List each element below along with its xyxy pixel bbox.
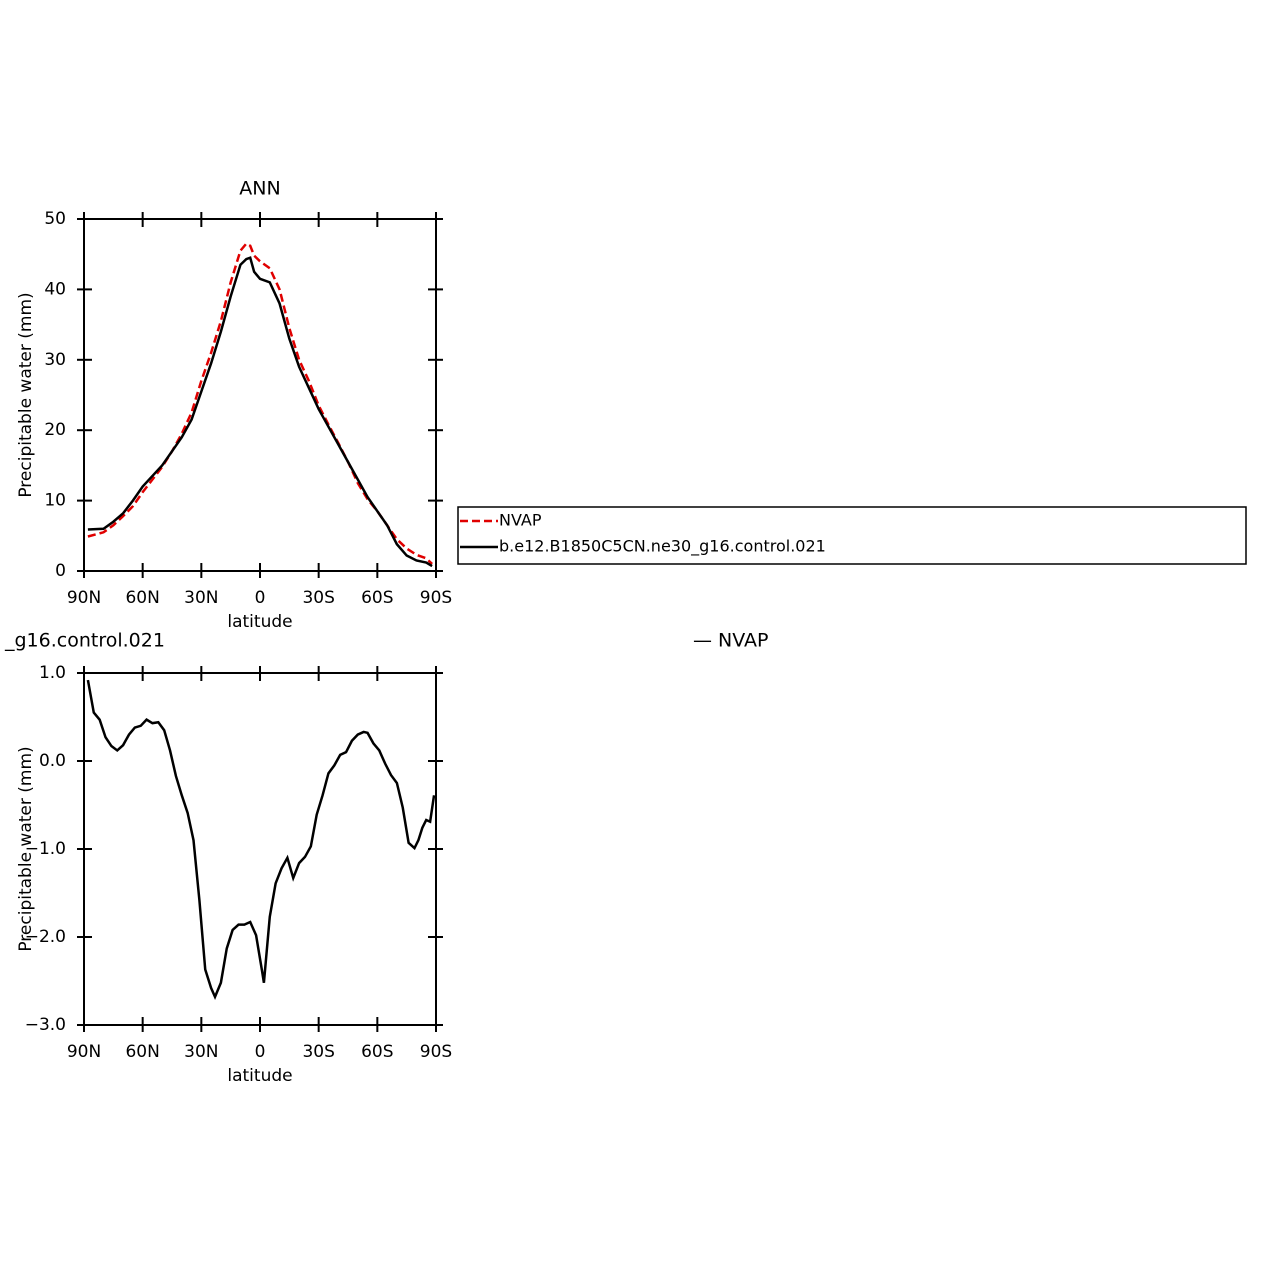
chart-title: _g16.control.021 bbox=[4, 630, 165, 652]
x-axis-label: latitude bbox=[227, 1066, 292, 1086]
data-line bbox=[86, 679, 436, 1001]
x-tick-label: 0 bbox=[255, 588, 266, 608]
y-tick-label: 1.0 bbox=[39, 663, 66, 683]
x-tick-label: 90N bbox=[67, 1042, 101, 1062]
x-tick-label: 30N bbox=[184, 1042, 218, 1062]
x-tick-label: 0 bbox=[255, 1042, 266, 1062]
y-axis-label: Precipitable water (mm) bbox=[16, 746, 36, 951]
y-axis-label: Precipitable water (mm) bbox=[16, 292, 36, 497]
y-tick-label: −1.0 bbox=[25, 839, 66, 859]
series-line bbox=[87, 256, 433, 568]
series-line bbox=[87, 242, 433, 565]
chart-title: ANN bbox=[239, 178, 280, 200]
y-tick-label: 20 bbox=[44, 420, 66, 440]
chart-subtitle: — NVAP bbox=[693, 630, 769, 652]
y-tick-label: 40 bbox=[44, 279, 66, 299]
x-axis-label: latitude bbox=[227, 612, 292, 632]
y-tick-label: −2.0 bbox=[25, 927, 66, 947]
y-tick-label: 0.0 bbox=[39, 751, 66, 771]
x-tick-label: 90S bbox=[420, 588, 452, 608]
x-tick-label: 60S bbox=[361, 588, 393, 608]
y-tick-label: 50 bbox=[44, 209, 66, 229]
legend-label: NVAP bbox=[499, 511, 542, 530]
y-tick-label: 30 bbox=[44, 350, 66, 370]
x-tick-label: 60S bbox=[361, 1042, 393, 1062]
y-label-clip: Precipitable water (mm) bbox=[16, 746, 36, 951]
legend-label: b.e12.B1850C5CN.ne30_g16.control.021 bbox=[499, 537, 826, 557]
x-tick-label: 30N bbox=[184, 588, 218, 608]
legend-box bbox=[457, 506, 1247, 565]
y-tick-label: 10 bbox=[44, 491, 66, 511]
x-tick-label: 90S bbox=[420, 1042, 452, 1062]
y-tick-label: 0 bbox=[55, 561, 66, 581]
x-tick-label: 60N bbox=[125, 1042, 159, 1062]
x-tick-label: 30S bbox=[302, 1042, 334, 1062]
x-tick-label: 90N bbox=[67, 588, 101, 608]
x-tick-label: 30S bbox=[302, 588, 334, 608]
y-tick-label: −3.0 bbox=[25, 1015, 66, 1035]
x-tick-label: 60N bbox=[125, 588, 159, 608]
